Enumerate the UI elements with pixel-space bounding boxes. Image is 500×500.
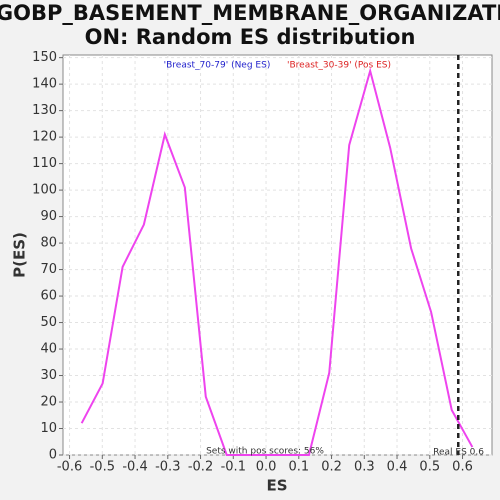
x-tick-label: 0.0 xyxy=(256,460,277,475)
annotation: Sets with pos scores: 56% xyxy=(206,447,324,457)
x-tick-label: 0.4 xyxy=(387,460,408,475)
y-tick-label: 30 xyxy=(40,368,57,383)
y-tick-label: 100 xyxy=(32,183,57,198)
legend-neg: 'Breast_70-79' (Neg ES) xyxy=(164,61,271,71)
x-tick-label: -0.2 xyxy=(188,460,213,475)
x-tick-label: 0.2 xyxy=(321,460,342,475)
y-tick-label: 120 xyxy=(32,130,57,145)
y-tick-label: 80 xyxy=(40,236,57,251)
y-tick-label: 150 xyxy=(32,50,57,65)
x-tick-label: -0.3 xyxy=(155,460,180,475)
y-tick-label: 90 xyxy=(40,209,57,224)
y-tick-label: 40 xyxy=(40,342,57,357)
y-axis-label: P(ES) xyxy=(11,232,29,278)
x-tick-label: 0.6 xyxy=(452,460,473,475)
x-tick-label: 0.1 xyxy=(288,460,309,475)
legend-pos: 'Breast_30-39' (Pos ES) xyxy=(287,61,391,71)
y-tick-label: 0 xyxy=(49,448,57,463)
chart-title: GOBP_BASEMENT_MEMBRANE_ORGANIZATI xyxy=(0,1,500,25)
y-tick-label: 140 xyxy=(32,77,57,92)
x-tick-label: -0.1 xyxy=(221,460,246,475)
x-tick-label: -0.5 xyxy=(90,460,115,475)
y-tick-label: 20 xyxy=(40,395,57,410)
x-tick-label: 0.3 xyxy=(354,460,375,475)
plot-area xyxy=(62,54,493,456)
x-tick-label: -0.6 xyxy=(57,460,82,475)
y-tick-label: 110 xyxy=(32,156,57,171)
x-tick-label: -0.4 xyxy=(122,460,147,475)
y-tick-label: 60 xyxy=(40,289,57,304)
y-tick-label: 50 xyxy=(40,315,57,330)
x-axis-label: ES xyxy=(266,477,287,495)
y-tick-label: 130 xyxy=(32,103,57,118)
chart-title: ON: Random ES distribution xyxy=(85,25,416,49)
real-es-label: Real ES 0.6 xyxy=(433,448,484,458)
y-tick-label: 10 xyxy=(40,421,57,436)
x-tick-label: 0.5 xyxy=(419,460,440,475)
line xyxy=(80,67,474,456)
y-tick-label: 70 xyxy=(40,262,57,277)
